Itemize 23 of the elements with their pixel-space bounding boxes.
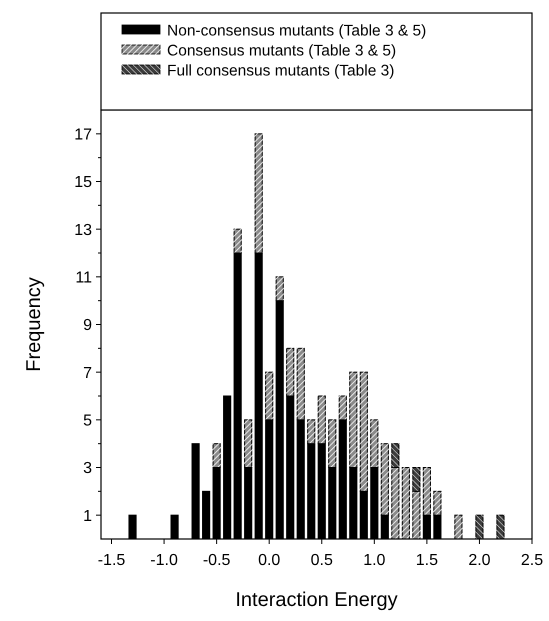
x-tick-label: 0.0	[258, 552, 280, 569]
y-tick-label: 17	[74, 126, 92, 144]
legend-label: Consensus mutants (Table 3 & 5)	[167, 42, 396, 60]
x-tick-label: 1.5	[416, 552, 438, 569]
x-tick-label: 2.0	[468, 552, 491, 569]
x-tick-label: 2.5	[520, 552, 544, 569]
y-tick-label: 9	[83, 317, 92, 334]
y-tick-label: 13	[74, 222, 92, 239]
y-tick-label: 5	[83, 412, 92, 430]
x-tick-label: -1.0	[150, 552, 178, 569]
x-tick-label: -1.5	[98, 552, 126, 569]
x-tick-label: 0.5	[310, 552, 333, 569]
y-tick-label: 1	[83, 508, 92, 525]
x-tick-label: 1.0	[363, 552, 386, 569]
y-tick-label: 3	[83, 460, 92, 478]
y-tick-label: 15	[74, 174, 92, 192]
y-tick-label: 7	[83, 364, 92, 382]
y-tick-label: 11	[75, 269, 92, 286]
legend-label: Full consensus mutants (Table 3)	[167, 62, 394, 80]
x-tick-label: -0.5	[202, 552, 231, 569]
y-axis-title: Frequency	[23, 277, 45, 372]
legend-label: Non-consensus mutants (Table 3 & 5)	[167, 22, 426, 40]
x-axis-title: Interaction Energy	[235, 589, 398, 611]
